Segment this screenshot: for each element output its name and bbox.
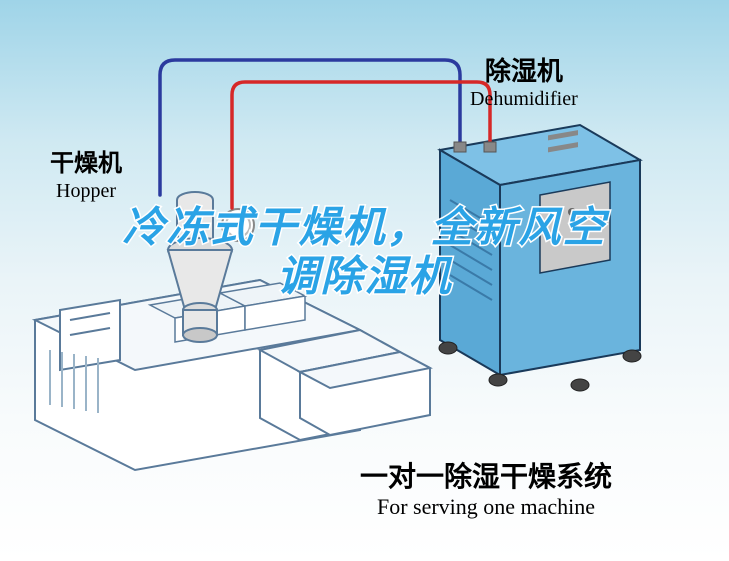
label-system-cn: 一对一除湿干燥系统 (360, 460, 612, 494)
pipe-fitting (454, 142, 466, 152)
extruder-machine (35, 280, 430, 470)
label-system: 一对一除湿干燥系统 For serving one machine (360, 460, 612, 520)
dehumidifier-unit (439, 125, 641, 391)
label-dryer-cn: 干燥机 (50, 150, 122, 179)
pipe-fitting (484, 142, 496, 152)
label-dryer: 干燥机 Hopper (50, 150, 122, 203)
label-dehumidifier-en: Dehumidifier (470, 87, 578, 111)
label-dehumidifier: 除湿机 Dehumidifier (470, 56, 578, 111)
label-system-en: For serving one machine (360, 494, 612, 520)
label-dehumidifier-cn: 除湿机 (470, 56, 578, 87)
label-dryer-en: Hopper (50, 179, 122, 203)
